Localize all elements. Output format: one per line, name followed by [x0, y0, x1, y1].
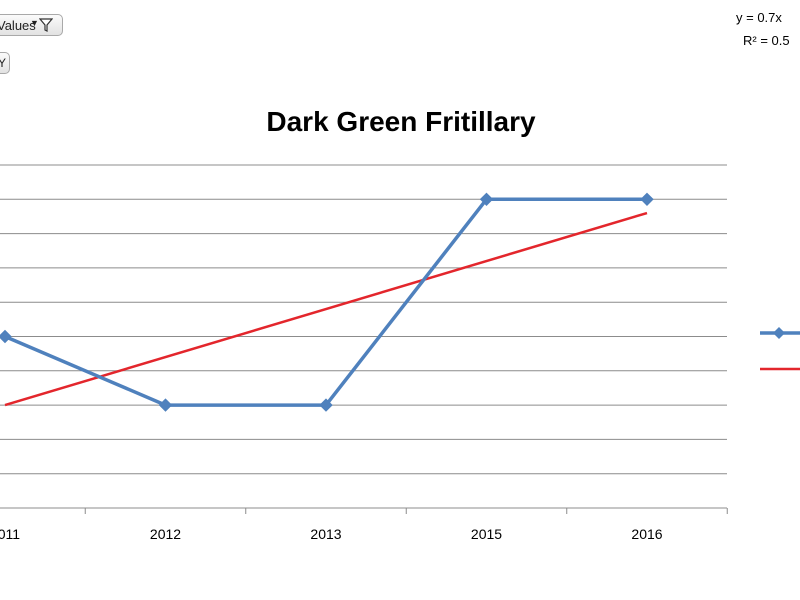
x-tick-label: 2015: [471, 526, 502, 542]
trendline: [4, 211, 648, 407]
data-point-marker: [0, 329, 12, 344]
legend-series-marker: [773, 327, 785, 339]
values-field-button[interactable]: Values ▼: [0, 14, 63, 36]
trendline-r-squared: R² = 0.5: [743, 33, 790, 48]
data-point-marker: [479, 192, 494, 207]
axis-field-label: Y: [0, 56, 7, 70]
chart-title: Dark Green Fritillary: [266, 106, 536, 137]
data-point-marker: [640, 192, 654, 207]
x-tick-label: 2013: [310, 526, 341, 542]
axis-field-button[interactable]: Y: [0, 52, 10, 74]
x-tick-label: 2011: [0, 526, 20, 542]
data-point-marker: [158, 398, 173, 412]
x-axis: 2011 2012 2013 2015 2016: [0, 507, 728, 542]
dropdown-arrow-icon: ▼: [30, 18, 39, 28]
trendline-group: [4, 211, 648, 407]
x-tick-label: 2012: [150, 526, 181, 542]
data-point-marker: [319, 398, 333, 412]
values-field-label: Values: [0, 18, 36, 33]
x-tick-label: 2016: [631, 526, 662, 542]
gridlines: [0, 164, 727, 475]
trendline-equation: y = 0.7x: [736, 10, 782, 25]
series-group: [0, 192, 654, 412]
filter-funnel-icon[interactable]: [38, 18, 54, 35]
legend: [760, 327, 800, 371]
